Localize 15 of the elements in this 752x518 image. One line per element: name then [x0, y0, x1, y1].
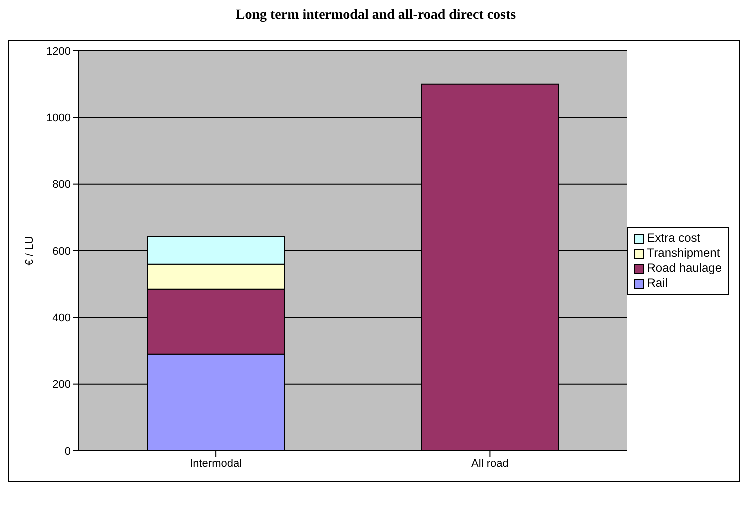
x-tick-label: Intermodal	[190, 458, 242, 470]
y-tick-label: 1000	[46, 112, 71, 125]
y-tick-label: 800	[52, 179, 71, 192]
legend-label: Extra cost	[647, 231, 701, 246]
x-tick-label: All road	[472, 458, 509, 470]
chart-title: Long term intermodal and all-road direct costs	[234, 8, 518, 24]
y-tick-label: 0	[64, 446, 71, 458]
y-tick-label: 400	[52, 312, 71, 325]
legend-label: Transhipment	[647, 246, 720, 261]
legend-label: Road haulage	[647, 261, 722, 276]
y-tick-label: 1200	[46, 46, 71, 58]
y-axis-title: € / LU	[24, 236, 36, 266]
legend-label: Rail	[647, 276, 668, 291]
y-tick-label: 600	[52, 246, 71, 258]
y-tick-label: 200	[52, 379, 71, 392]
